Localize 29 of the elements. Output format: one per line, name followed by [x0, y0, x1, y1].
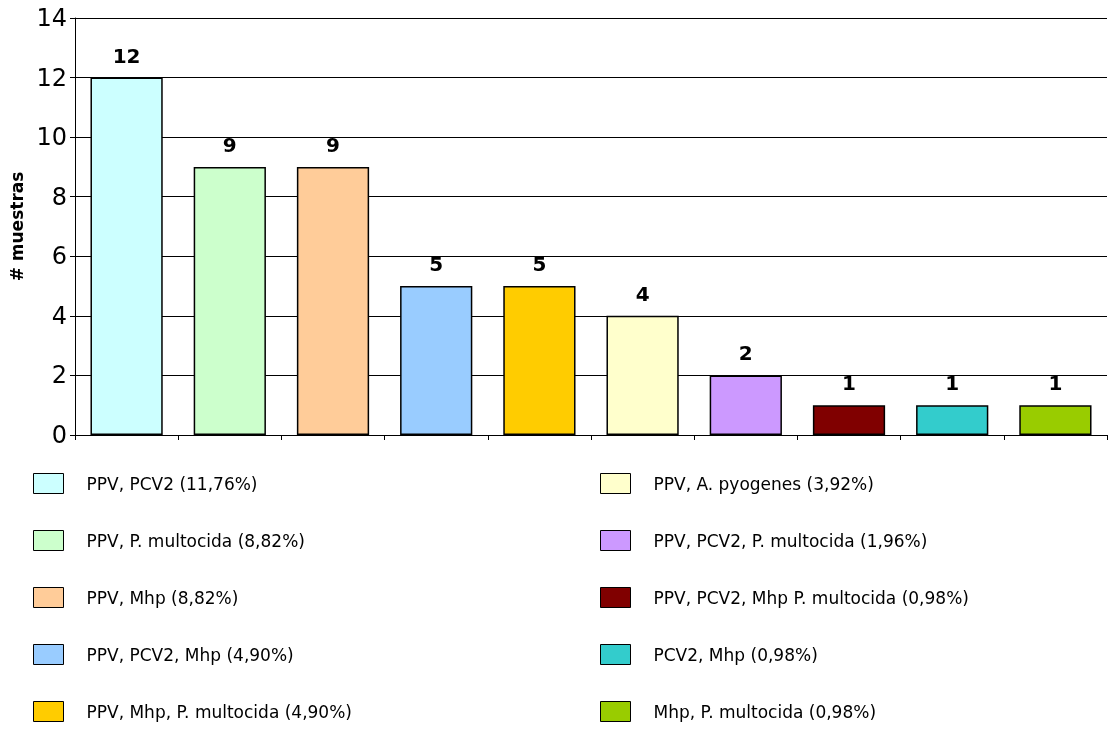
y-axis-title: # muestras: [7, 171, 28, 282]
legend-label: PPV, Mhp, P. multocida (4,90%): [86, 701, 352, 722]
legend-label: PPV, PCV2 (11,76%): [86, 473, 258, 494]
y-tick-label: 4: [51, 301, 67, 330]
data-label: 12: [112, 43, 141, 68]
data-label: 4: [635, 281, 650, 306]
data-label: 1: [1048, 371, 1063, 396]
y-tick-label: 10: [36, 123, 67, 152]
data-label: 5: [429, 252, 444, 277]
data-label: 5: [532, 252, 547, 277]
y-tick-label: 0: [51, 421, 67, 449]
data-label: 1: [945, 371, 960, 396]
legend-label: PPV, P. multocida (8,82%): [86, 530, 305, 551]
y-tick-label: 12: [36, 63, 67, 92]
y-tick-label: 6: [51, 242, 67, 271]
legend-label: PCV2, Mhp (0,98%): [653, 644, 818, 665]
legend-label: PPV, PCV2, Mhp P. multocida (0,98%): [653, 587, 969, 608]
legend-label: PPV, Mhp (8,82%): [86, 587, 239, 608]
y-tick-label: 8: [51, 182, 67, 211]
data-label: 9: [222, 132, 237, 157]
legend-label: Mhp, P. multocida (0,98%): [653, 701, 877, 722]
legend-label: PPV, PCV2, Mhp (4,90%): [86, 644, 294, 665]
y-tick-label: 14: [36, 4, 67, 32]
legend-label: PPV, PCV2, P. multocida (1,96%): [653, 530, 928, 551]
y-tick-label: 2: [51, 361, 67, 390]
legend-label: PPV, A. pyogenes (3,92%): [653, 473, 874, 494]
data-label: 1: [842, 371, 856, 396]
data-label: 9: [326, 132, 340, 157]
data-label: 2: [738, 341, 753, 366]
